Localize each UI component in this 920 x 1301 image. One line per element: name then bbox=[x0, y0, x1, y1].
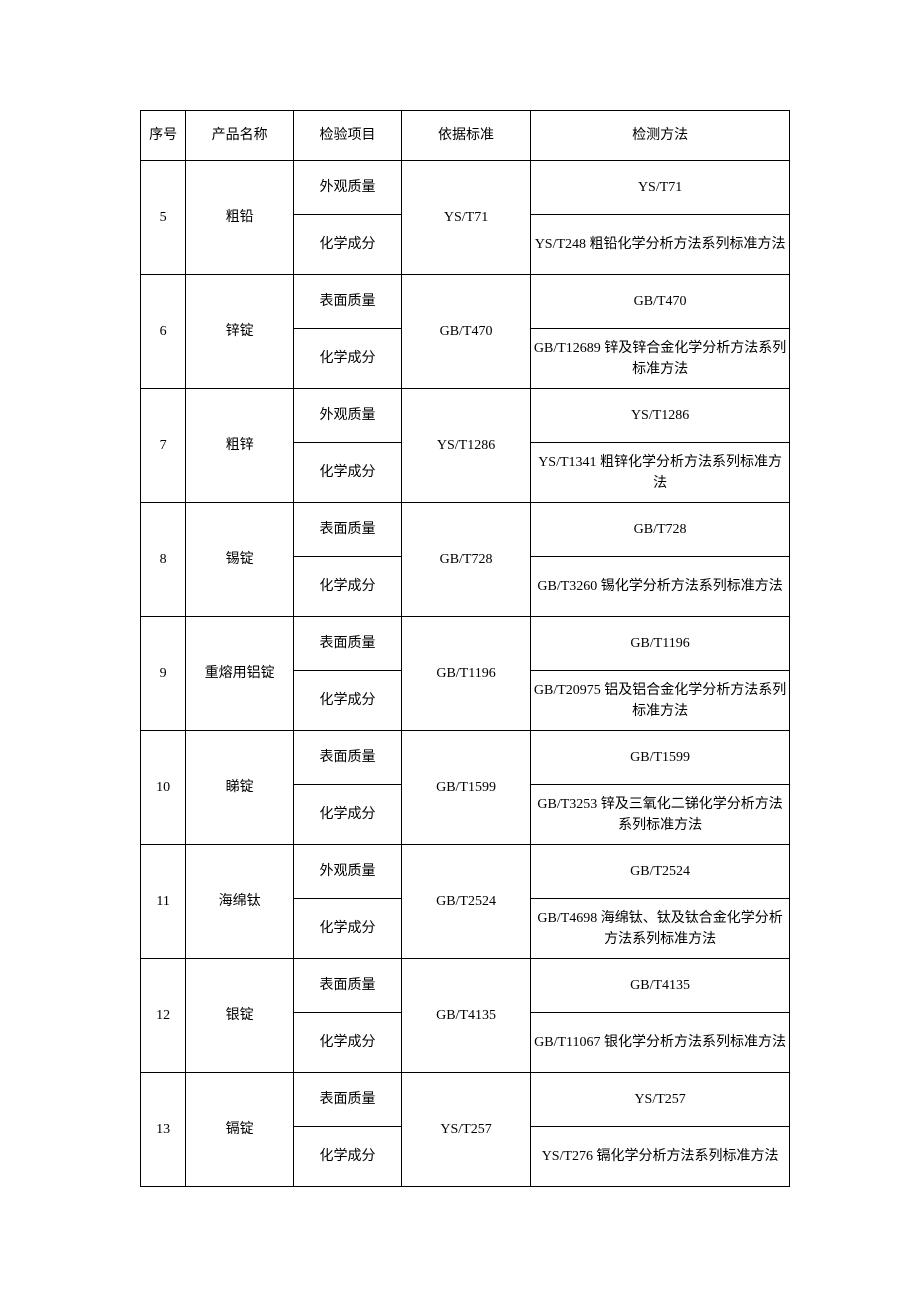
cell-product: 锡锭 bbox=[186, 503, 294, 617]
cell-method: GB/T4698 海绵钛、钛及钛合金化学分析方法系列标准方法 bbox=[531, 899, 790, 959]
cell-inspect: 化学成分 bbox=[294, 671, 402, 731]
cell-inspect: 表面质量 bbox=[294, 275, 402, 329]
table-row: 11 海绵钛 外观质量 GB/T2524 GB/T2524 bbox=[141, 845, 790, 899]
cell-method: YS/T1286 bbox=[531, 389, 790, 443]
cell-inspect: 外观质量 bbox=[294, 389, 402, 443]
cell-standard: YS/T71 bbox=[401, 161, 530, 275]
cell-inspect: 化学成分 bbox=[294, 443, 402, 503]
cell-method: GB/T3260 锡化学分析方法系列标准方法 bbox=[531, 557, 790, 617]
cell-inspect: 表面质量 bbox=[294, 959, 402, 1013]
cell-method: YS/T257 bbox=[531, 1073, 790, 1127]
cell-method: GB/T1599 bbox=[531, 731, 790, 785]
header-inspect: 检验项目 bbox=[294, 111, 402, 161]
table-row: 7 粗锌 外观质量 YS/T1286 YS/T1286 bbox=[141, 389, 790, 443]
header-seq: 序号 bbox=[141, 111, 186, 161]
cell-inspect: 化学成分 bbox=[294, 215, 402, 275]
cell-seq: 6 bbox=[141, 275, 186, 389]
cell-inspect: 化学成分 bbox=[294, 785, 402, 845]
table-row: 5 粗铅 外观质量 YS/T71 YS/T71 bbox=[141, 161, 790, 215]
cell-method: GB/T2524 bbox=[531, 845, 790, 899]
cell-method: YS/T1341 粗锌化学分析方法系列标准方法 bbox=[531, 443, 790, 503]
cell-product: 粗锌 bbox=[186, 389, 294, 503]
cell-standard: GB/T728 bbox=[401, 503, 530, 617]
cell-standard: GB/T1599 bbox=[401, 731, 530, 845]
cell-method: GB/T12689 锌及锌合金化学分析方法系列标准方法 bbox=[531, 329, 790, 389]
cell-seq: 12 bbox=[141, 959, 186, 1073]
cell-method: GB/T20975 铝及铝合金化学分析方法系列标准方法 bbox=[531, 671, 790, 731]
cell-method: GB/T470 bbox=[531, 275, 790, 329]
cell-standard: YS/T257 bbox=[401, 1073, 530, 1187]
cell-method: YS/T71 bbox=[531, 161, 790, 215]
cell-method: YS/T248 粗铅化学分析方法系列标准方法 bbox=[531, 215, 790, 275]
cell-inspect: 化学成分 bbox=[294, 1013, 402, 1073]
cell-product: 银锭 bbox=[186, 959, 294, 1073]
table-row: 6 锌锭 表面质量 GB/T470 GB/T470 bbox=[141, 275, 790, 329]
cell-seq: 9 bbox=[141, 617, 186, 731]
cell-seq: 8 bbox=[141, 503, 186, 617]
cell-inspect: 表面质量 bbox=[294, 617, 402, 671]
table-row: 9 重熔用铝锭 表面质量 GB/T1196 GB/T1196 bbox=[141, 617, 790, 671]
cell-inspect: 化学成分 bbox=[294, 899, 402, 959]
cell-method: GB/T11067 银化学分析方法系列标准方法 bbox=[531, 1013, 790, 1073]
cell-inspect: 表面质量 bbox=[294, 1073, 402, 1127]
cell-standard: GB/T4135 bbox=[401, 959, 530, 1073]
cell-method: GB/T1196 bbox=[531, 617, 790, 671]
cell-method: GB/T4135 bbox=[531, 959, 790, 1013]
cell-product: 锌锭 bbox=[186, 275, 294, 389]
table-row: 12 银锭 表面质量 GB/T4135 GB/T4135 bbox=[141, 959, 790, 1013]
cell-inspect: 外观质量 bbox=[294, 845, 402, 899]
cell-inspect: 外观质量 bbox=[294, 161, 402, 215]
table-header-row: 序号 产品名称 检验项目 依据标准 检测方法 bbox=[141, 111, 790, 161]
table-row: 10 睇锭 表面质量 GB/T1599 GB/T1599 bbox=[141, 731, 790, 785]
cell-inspect: 化学成分 bbox=[294, 1127, 402, 1187]
cell-seq: 11 bbox=[141, 845, 186, 959]
cell-seq: 5 bbox=[141, 161, 186, 275]
table-row: 13 镉锭 表面质量 YS/T257 YS/T257 bbox=[141, 1073, 790, 1127]
cell-standard: YS/T1286 bbox=[401, 389, 530, 503]
header-method: 检测方法 bbox=[531, 111, 790, 161]
cell-product: 睇锭 bbox=[186, 731, 294, 845]
cell-inspect: 表面质量 bbox=[294, 731, 402, 785]
cell-product: 镉锭 bbox=[186, 1073, 294, 1187]
standards-table: 序号 产品名称 检验项目 依据标准 检测方法 5 粗铅 外观质量 YS/T71 … bbox=[140, 110, 790, 1187]
cell-inspect: 化学成分 bbox=[294, 329, 402, 389]
cell-inspect: 化学成分 bbox=[294, 557, 402, 617]
cell-product: 粗铅 bbox=[186, 161, 294, 275]
cell-standard: GB/T470 bbox=[401, 275, 530, 389]
cell-standard: GB/T1196 bbox=[401, 617, 530, 731]
cell-seq: 13 bbox=[141, 1073, 186, 1187]
cell-product: 海绵钛 bbox=[186, 845, 294, 959]
cell-method: YS/T276 镉化学分析方法系列标准方法 bbox=[531, 1127, 790, 1187]
cell-seq: 7 bbox=[141, 389, 186, 503]
cell-inspect: 表面质量 bbox=[294, 503, 402, 557]
header-product: 产品名称 bbox=[186, 111, 294, 161]
cell-product: 重熔用铝锭 bbox=[186, 617, 294, 731]
table-row: 8 锡锭 表面质量 GB/T728 GB/T728 bbox=[141, 503, 790, 557]
header-standard: 依据标准 bbox=[401, 111, 530, 161]
cell-seq: 10 bbox=[141, 731, 186, 845]
cell-method: GB/T728 bbox=[531, 503, 790, 557]
cell-standard: GB/T2524 bbox=[401, 845, 530, 959]
cell-method: GB/T3253 锌及三氧化二锑化学分析方法系列标准方法 bbox=[531, 785, 790, 845]
